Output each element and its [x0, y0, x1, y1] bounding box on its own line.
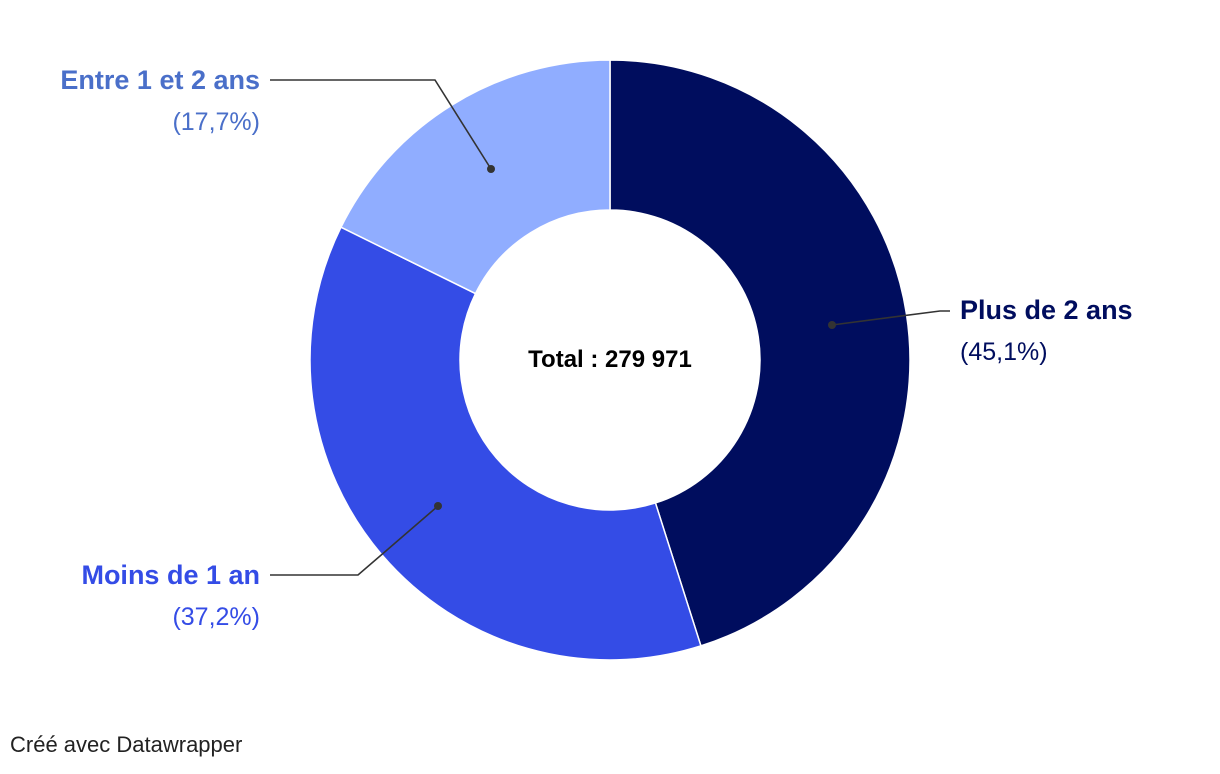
label-leaders — [270, 79, 950, 576]
slice-plus-de-2-ans — [609, 59, 911, 647]
slice-name-label: Entre 1 et 2 ans — [60, 65, 260, 95]
slice-percent-label: (37,2%) — [172, 603, 260, 631]
slice-percent-label: (45,1%) — [960, 338, 1048, 366]
credit-text: Créé avec Datawrapper — [10, 732, 243, 757]
leader-line — [831, 310, 950, 326]
leader-line — [270, 505, 439, 576]
slice-percent-label: (17,7%) — [172, 108, 260, 136]
slice-moins-de-1-an — [309, 226, 702, 661]
leader-dot — [828, 321, 836, 329]
slice-name-label: Plus de 2 ans — [960, 295, 1133, 325]
leader-dot — [487, 165, 495, 173]
leader-line — [270, 79, 492, 170]
donut-slices — [309, 59, 911, 661]
leader-dot — [434, 502, 442, 510]
slice-entre-1-et-2-ans — [340, 59, 611, 295]
slice-name-label: Moins de 1 an — [81, 560, 260, 590]
slice-labels: Plus de 2 ans (45,1%) Moins de 1 an (37,2%)… — [60, 65, 1132, 631]
center-total-label: Total : 279 971 — [528, 346, 692, 373]
